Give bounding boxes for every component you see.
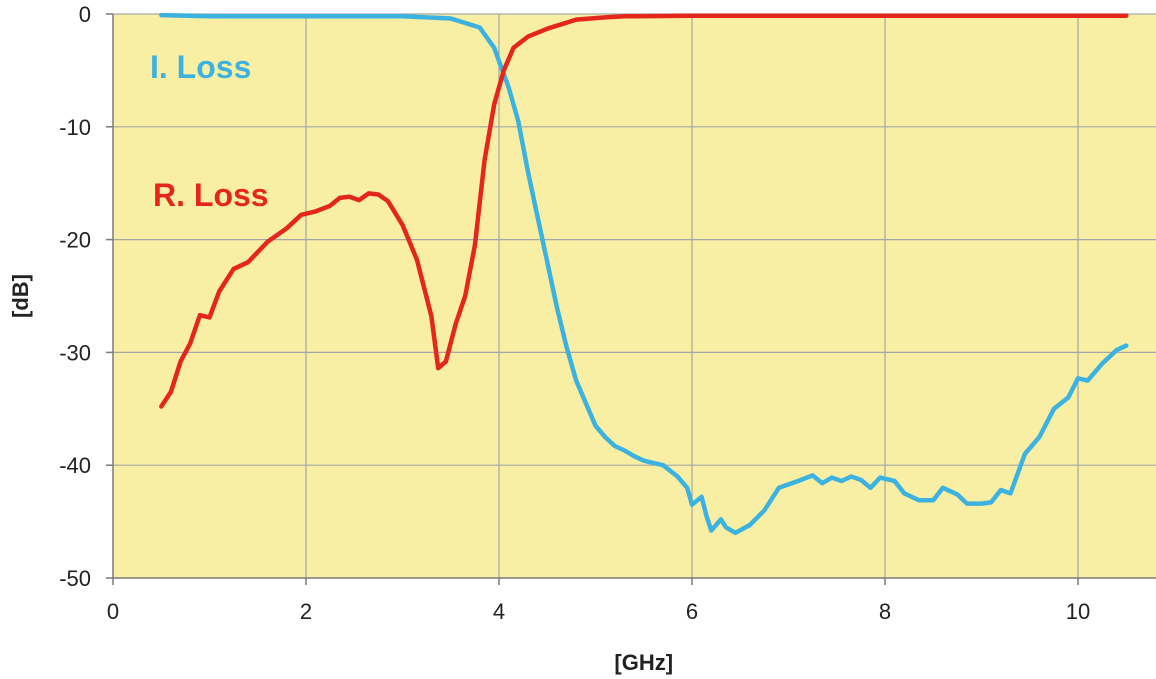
x-axis-label: [GHz] (614, 650, 673, 675)
x-tick-label-5: 10 (1066, 599, 1090, 624)
plot-area (113, 14, 1156, 578)
series-line-i-loss (159, 12, 1129, 536)
x-tick-label-2: 4 (493, 599, 505, 624)
y-tick-label-5: -50 (59, 566, 91, 591)
y-tick-label-2: -20 (59, 228, 91, 253)
x-tick-label-4: 8 (879, 599, 891, 624)
series-label-r-loss: R. Loss (153, 177, 269, 213)
y-tick-label-4: -40 (59, 453, 91, 478)
y-tick-label-0: 0 (79, 2, 91, 27)
axes (106, 13, 1156, 585)
x-tick-label-1: 2 (300, 599, 312, 624)
series-labels: I. Loss R. Loss (150, 49, 269, 213)
x-tick-label-0: 0 (107, 599, 119, 624)
tick-labels: 0 -10 -20 -30 -40 -50 0 2 4 6 8 10 (59, 2, 1090, 624)
y-tick-label-3: -30 (59, 340, 91, 365)
y-tick-label-1: -10 (59, 115, 91, 140)
series-lines (159, 12, 1129, 536)
series-line-r-loss (159, 13, 1129, 409)
y-axis-label: [dB] (8, 274, 33, 318)
series-label-i-loss: I. Loss (150, 49, 251, 85)
x-tick-label-3: 6 (686, 599, 698, 624)
